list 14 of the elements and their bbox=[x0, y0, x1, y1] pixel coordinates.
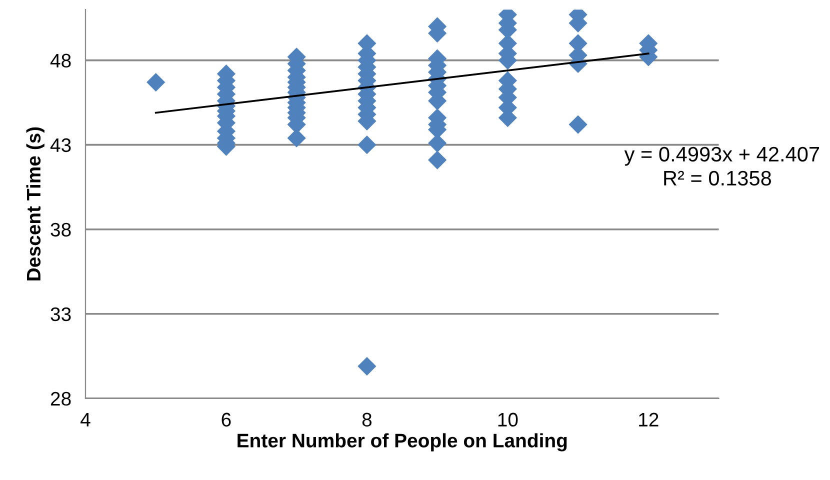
x-tick-label: 10 bbox=[498, 412, 518, 427]
y-tick-label: 48 bbox=[50, 54, 71, 68]
x-tick-label: 4 bbox=[80, 413, 90, 426]
annotation: R² = 0.1358 bbox=[664, 170, 771, 186]
x-tick-label: 6 bbox=[222, 412, 231, 427]
x-tick-label: 8 bbox=[362, 412, 372, 427]
y-tick-label: 43 bbox=[50, 138, 71, 152]
y-tick-label: 38 bbox=[50, 222, 71, 237]
annotation: y = 0.4993x + 42.407 bbox=[624, 146, 820, 166]
x-tick-label: 12 bbox=[639, 412, 658, 426]
y-tick-label: 33 bbox=[50, 307, 71, 322]
x-axis-title: Enter Number of People on Landing bbox=[238, 433, 567, 452]
y-axis-title: Descent Time (s) bbox=[26, 127, 44, 280]
y-tick-label: 28 bbox=[50, 392, 71, 406]
